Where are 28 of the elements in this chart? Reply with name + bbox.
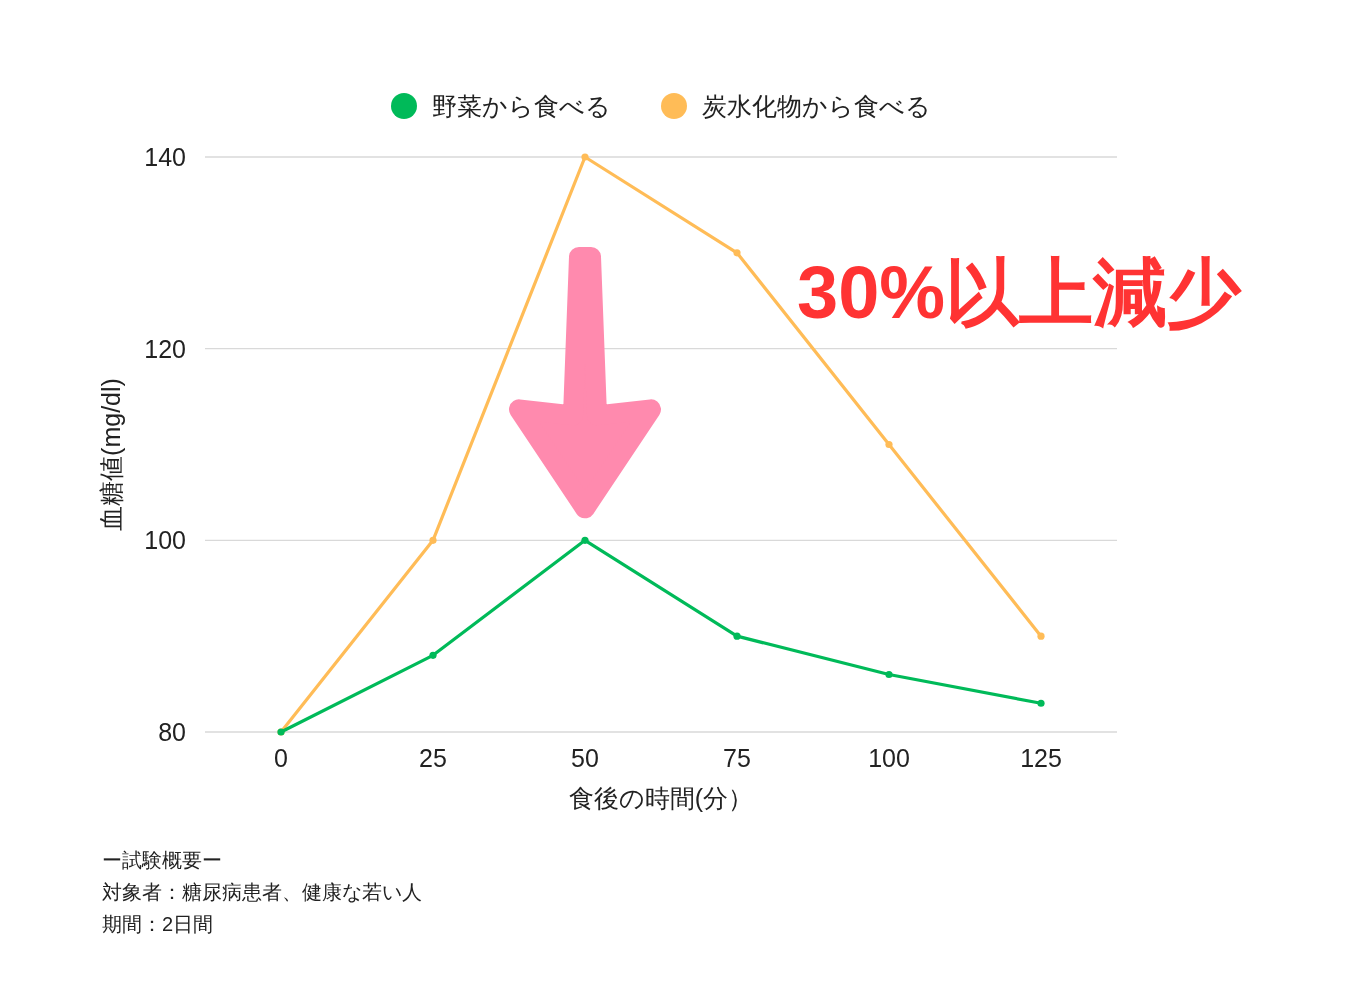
y-axis-title: 血糖値(mg/dl) <box>97 378 125 531</box>
point <box>733 249 741 257</box>
legend-label: 炭水化物から食べる <box>702 92 931 120</box>
y-tick-label: 120 <box>144 334 186 363</box>
y-tick-label: 140 <box>144 143 186 171</box>
text: 期間：2日間 <box>102 913 214 935</box>
annotation: 30%以上減少 <box>797 251 1243 334</box>
point <box>429 536 437 544</box>
legend-label: 野菜から食べる <box>432 92 611 120</box>
point <box>885 440 893 449</box>
x-tick-label: 0 <box>274 744 288 772</box>
x-tick-label: 50 <box>571 744 599 772</box>
x-tick-label: 75 <box>723 744 751 772</box>
x-axis-title: 食後の時間(分） <box>568 784 754 812</box>
point <box>581 153 589 161</box>
x-tick-label: 25 <box>419 744 447 772</box>
point <box>429 651 437 659</box>
point <box>885 670 893 679</box>
point <box>1037 632 1045 640</box>
text: 対象者：糖尿病患者、健康な若い人 <box>102 881 422 903</box>
x-tick-label: 100 <box>868 744 910 772</box>
y-tick-label: 80 <box>158 718 186 746</box>
text: ー試験概要ー <box>102 849 222 871</box>
point <box>733 632 741 640</box>
y-tick-label: 100 <box>144 526 186 555</box>
point <box>581 536 589 544</box>
x-tick-label: 125 <box>1020 744 1062 772</box>
point <box>1037 699 1045 707</box>
